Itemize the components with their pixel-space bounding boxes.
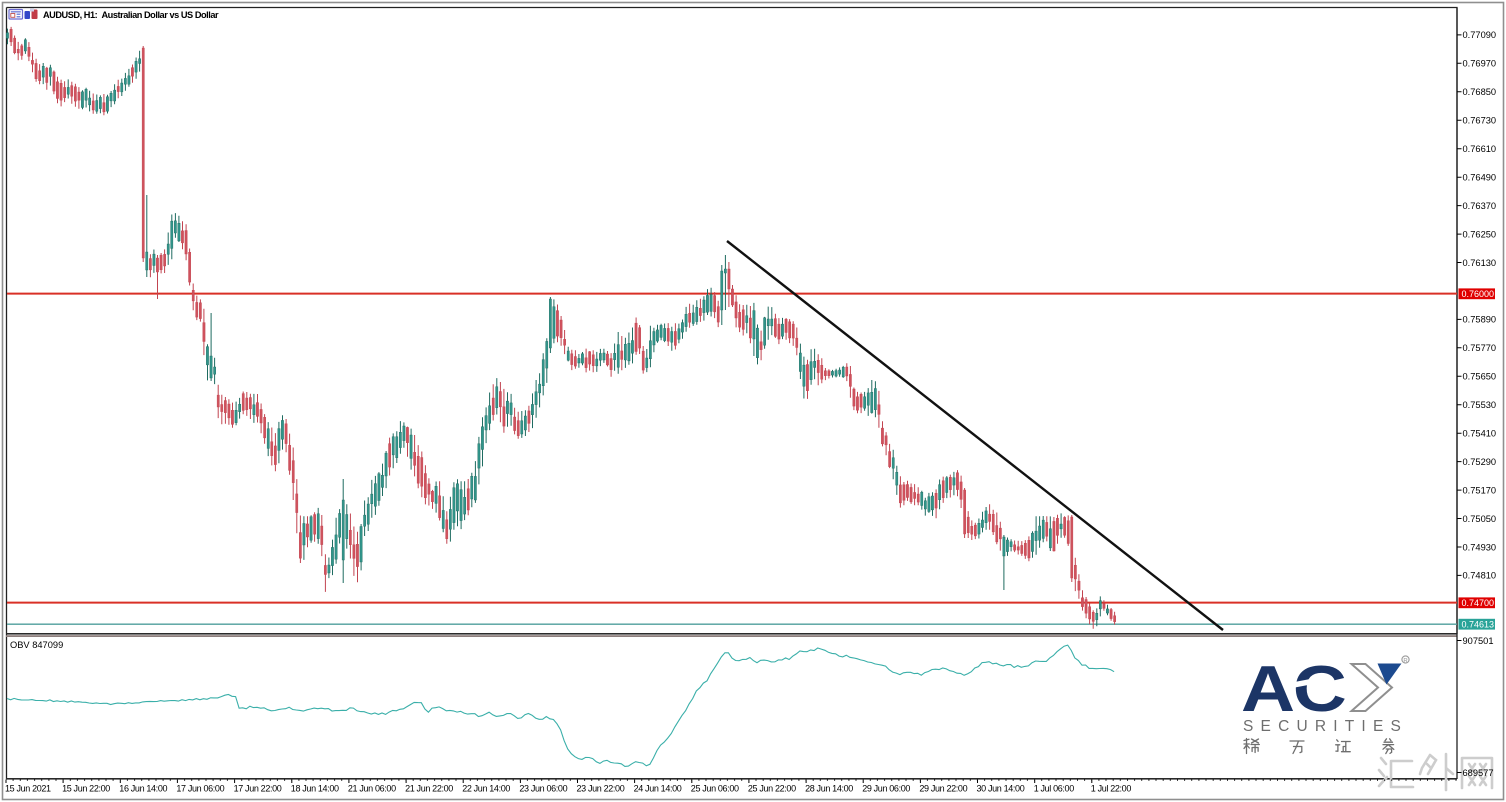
svg-text:17 Jun 06:00: 17 Jun 06:00	[176, 784, 224, 794]
svg-text:22 Jun 14:00: 22 Jun 14:00	[462, 784, 510, 794]
svg-text:0.75050: 0.75050	[1463, 514, 1497, 524]
svg-text:23 Jun 22:00: 23 Jun 22:00	[577, 784, 625, 794]
svg-text:24 Jun 14:00: 24 Jun 14:00	[634, 784, 682, 794]
svg-text:AUDUSD, H1: Australian Dollar: AUDUSD, H1: Australian Dollar vs US Doll…	[43, 10, 219, 20]
svg-text:0.75890: 0.75890	[1463, 315, 1497, 325]
svg-text:0.74613: 0.74613	[1462, 620, 1495, 630]
svg-text:1 Jul 22:00: 1 Jul 22:00	[1091, 784, 1132, 794]
svg-text:25 Jun 22:00: 25 Jun 22:00	[748, 784, 796, 794]
svg-text:23 Jun 06:00: 23 Jun 06:00	[519, 784, 567, 794]
svg-text:AC: AC	[1241, 653, 1345, 725]
svg-text:689577: 689577	[1463, 768, 1494, 778]
svg-text:28 Jun 14:00: 28 Jun 14:00	[805, 784, 853, 794]
svg-text:0.75170: 0.75170	[1463, 485, 1497, 495]
svg-text:0.76850: 0.76850	[1463, 87, 1497, 97]
svg-text:0.76970: 0.76970	[1463, 59, 1497, 69]
svg-text:0.74810: 0.74810	[1463, 571, 1497, 581]
svg-text:15 Jun 2021: 15 Jun 2021	[5, 784, 51, 794]
svg-text:0.75410: 0.75410	[1463, 429, 1497, 439]
svg-text:21 Jun 06:00: 21 Jun 06:00	[348, 784, 396, 794]
svg-text:0.75770: 0.75770	[1463, 343, 1497, 353]
svg-text:0.75290: 0.75290	[1463, 457, 1497, 467]
svg-text:0.74700: 0.74700	[1462, 598, 1495, 608]
svg-text:0.76490: 0.76490	[1463, 173, 1497, 183]
svg-text:0.76610: 0.76610	[1463, 144, 1497, 154]
svg-text:21 Jun 22:00: 21 Jun 22:00	[405, 784, 453, 794]
svg-text:29 Jun 06:00: 29 Jun 06:00	[862, 784, 910, 794]
svg-text:0.74930: 0.74930	[1463, 542, 1497, 552]
svg-text:0.76130: 0.76130	[1463, 258, 1497, 268]
svg-text:0.76370: 0.76370	[1463, 201, 1497, 211]
svg-text:SECURITIES: SECURITIES	[1243, 718, 1408, 735]
svg-text:0.76000: 0.76000	[1462, 289, 1495, 299]
svg-text:0.76250: 0.76250	[1463, 229, 1497, 239]
svg-text:16 Jun 14:00: 16 Jun 14:00	[119, 784, 167, 794]
svg-text:1 Jul 06:00: 1 Jul 06:00	[1034, 784, 1075, 794]
svg-text:29 Jun 22:00: 29 Jun 22:00	[919, 784, 967, 794]
svg-text:30 Jun 14:00: 30 Jun 14:00	[977, 784, 1025, 794]
svg-text:25 Jun 06:00: 25 Jun 06:00	[691, 784, 739, 794]
svg-text:15 Jun 22:00: 15 Jun 22:00	[62, 784, 110, 794]
svg-text:17 Jun 22:00: 17 Jun 22:00	[234, 784, 282, 794]
svg-text:0.77090: 0.77090	[1463, 30, 1497, 40]
svg-text:0.75650: 0.75650	[1463, 372, 1497, 382]
svg-text:OBV 847099: OBV 847099	[10, 640, 63, 650]
svg-text:R: R	[1403, 658, 1408, 664]
svg-text:0.76730: 0.76730	[1463, 116, 1497, 126]
svg-text:18 Jun 14:00: 18 Jun 14:00	[291, 784, 339, 794]
svg-text:907501: 907501	[1463, 636, 1494, 646]
svg-text:0.75530: 0.75530	[1463, 400, 1497, 410]
